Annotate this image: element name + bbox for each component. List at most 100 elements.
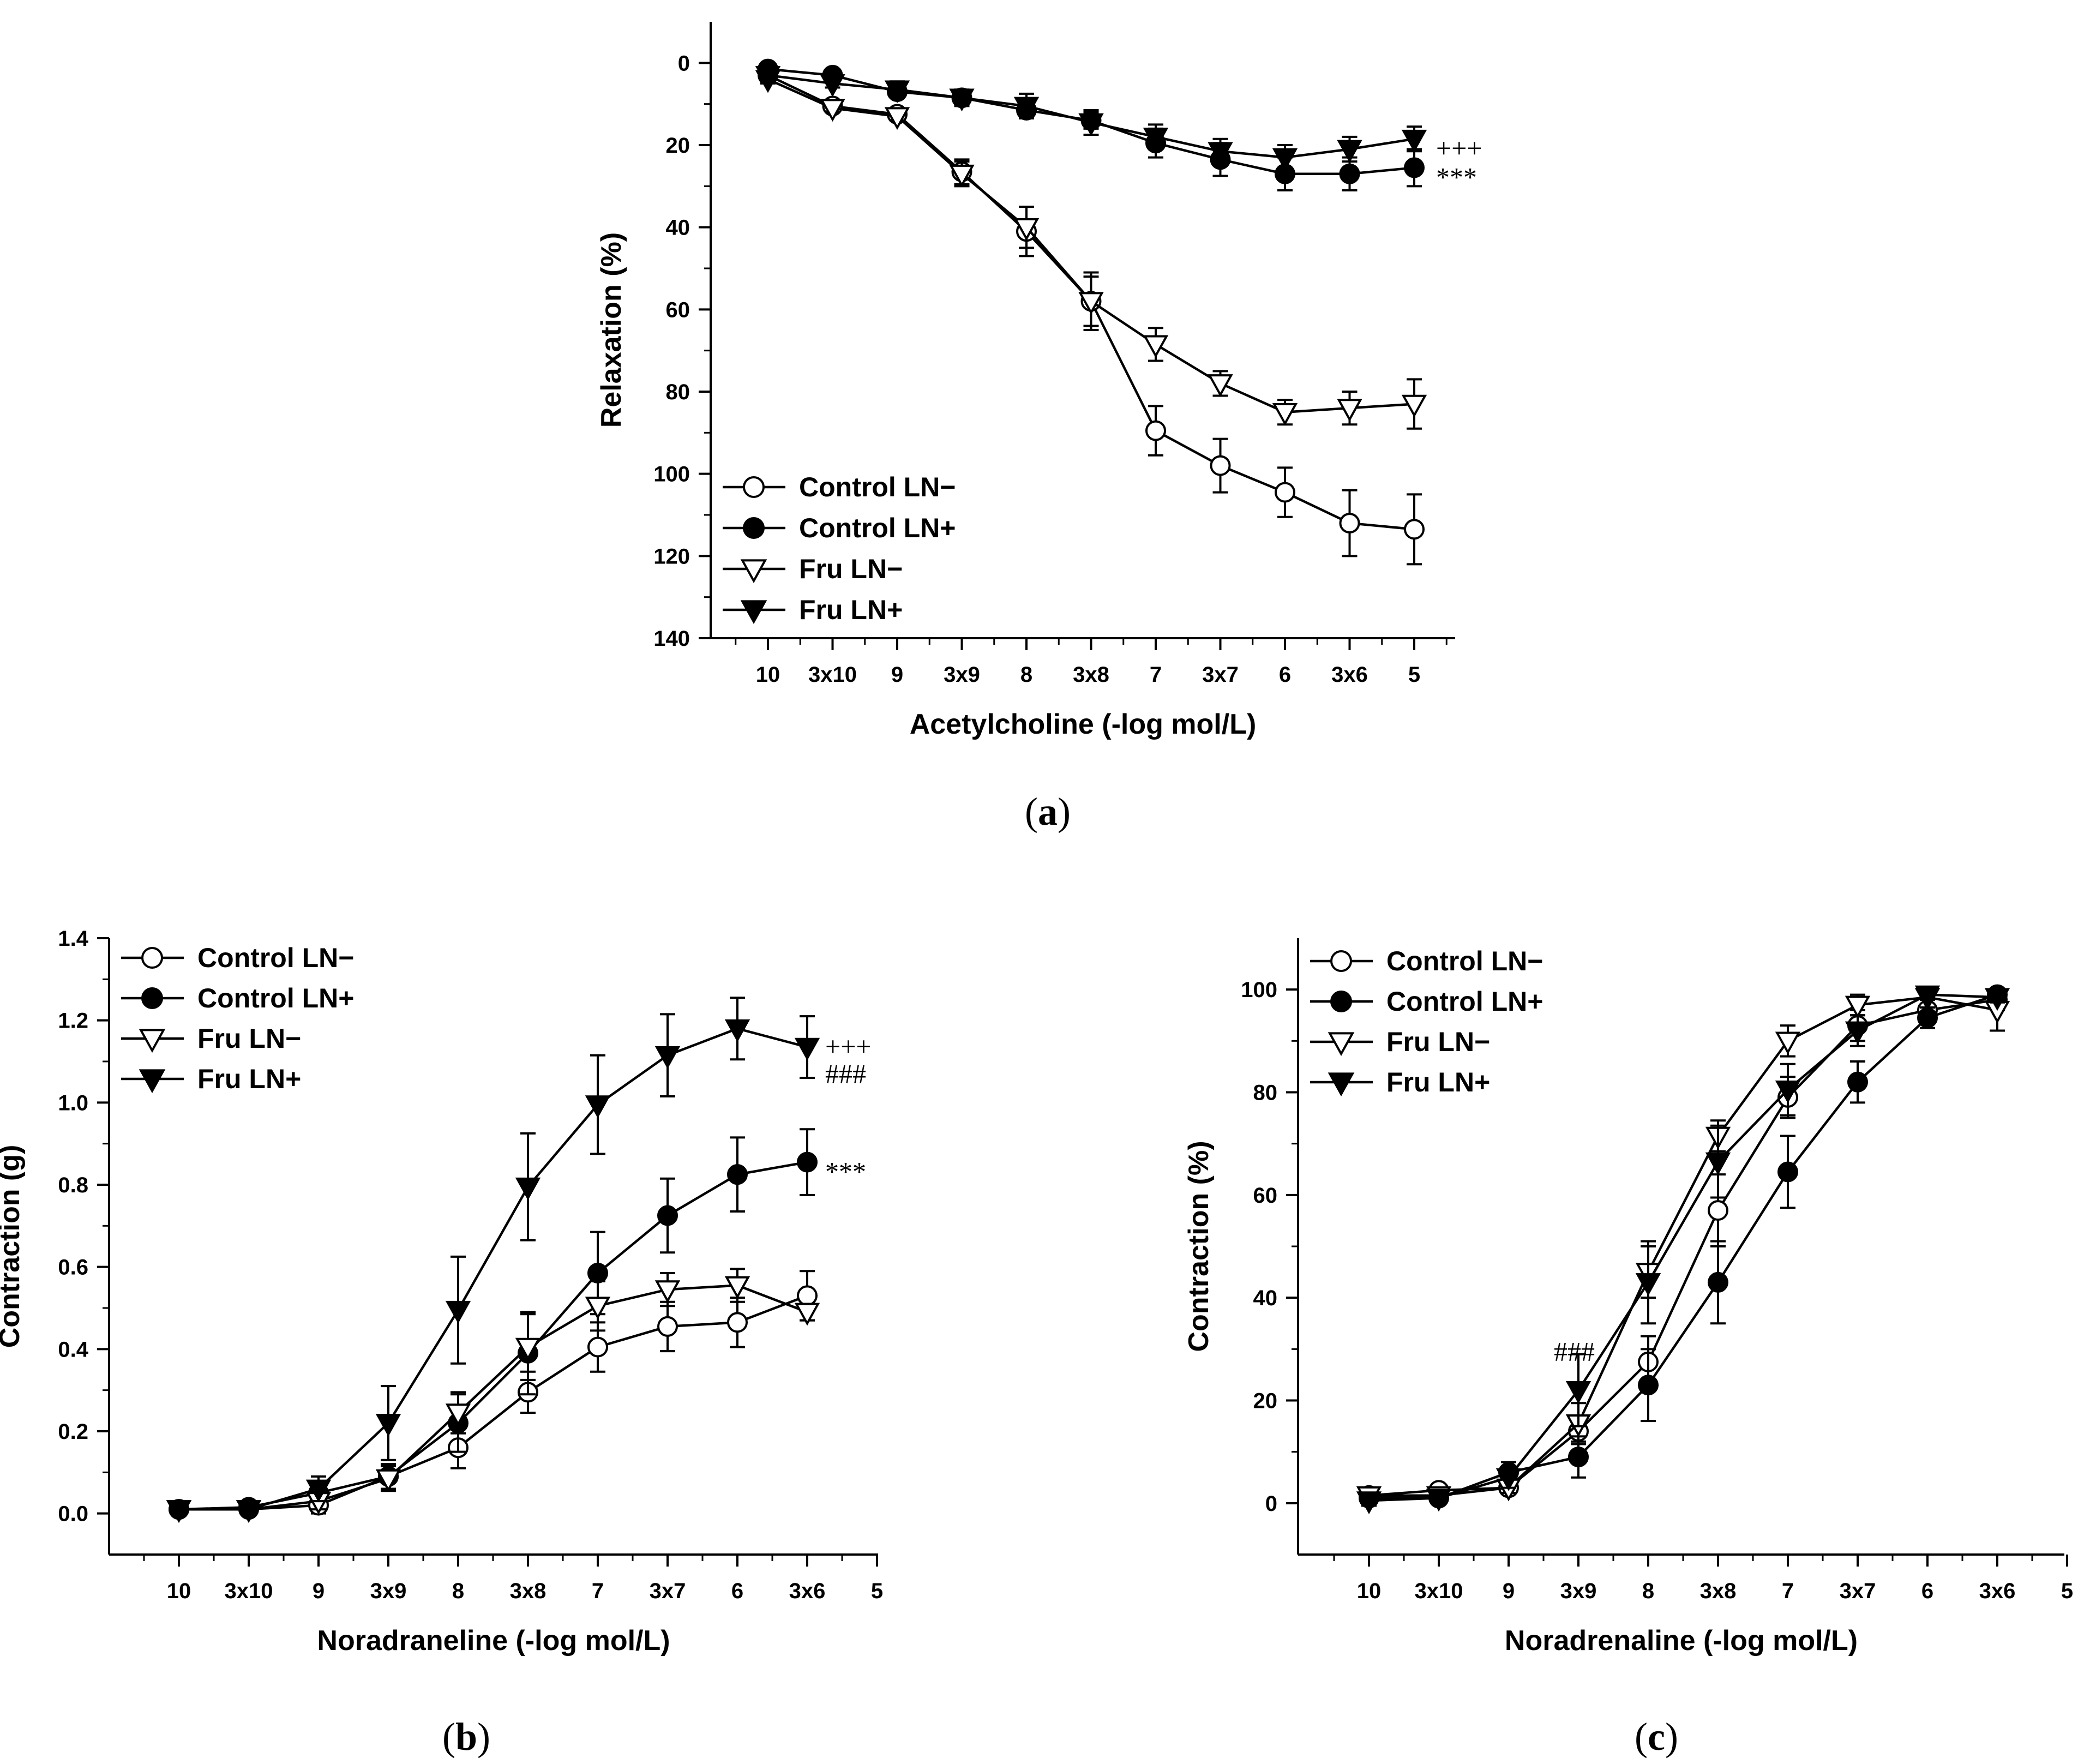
chart-b-fru-ln-point xyxy=(445,1403,471,1427)
chart-a-fru-ln-point xyxy=(1272,148,1298,171)
chart-c-control-ln-line xyxy=(1368,998,1998,1497)
chart-b-legend-label: Control LN− xyxy=(197,943,354,973)
chart-c-legend-marker xyxy=(1330,991,1352,1012)
chart-a-fru-ln-point xyxy=(949,88,975,112)
chart-c-x-tick-label: 9 xyxy=(1503,1579,1515,1603)
chart-b-control-ln-point xyxy=(727,1312,748,1333)
chart-b-control-ln-point xyxy=(797,1285,818,1306)
panel-caption-c: (c) xyxy=(1635,1715,1678,1759)
chart-a-fru-ln-point xyxy=(755,66,781,89)
chart-a-x-tick-label: 3x10 xyxy=(808,663,857,687)
chart-c-x-tick-label: 10 xyxy=(1357,1579,1382,1603)
chart-b-fru-ln-point xyxy=(585,1297,611,1320)
chart-c-fru-ln-point xyxy=(1775,1031,1801,1055)
chart-a-control-ln-point xyxy=(1339,163,1360,184)
chart-a-legend-label: Control LN− xyxy=(799,472,956,502)
panel-caption-b: (b) xyxy=(442,1715,490,1759)
chart-b-x-tick-label: 9 xyxy=(313,1579,325,1603)
chart-c-legend-label: Control LN+ xyxy=(1386,986,1543,1017)
chart-b-control-ln-line xyxy=(179,1294,808,1511)
chart-a-control-ln-point xyxy=(1404,157,1425,178)
chart-c-significance-annotation: ### xyxy=(1554,1336,1595,1367)
chart-c-x-tick-label: 3x6 xyxy=(1979,1579,2016,1603)
chart-b-x-tick-label: 5 xyxy=(871,1579,883,1603)
chart-c-x-tick-label: 3x7 xyxy=(1840,1579,1876,1603)
chart-c-fru-ln-point xyxy=(1356,1491,1382,1515)
chart-c-fru-ln-point xyxy=(1984,988,2010,1011)
chart-c-fru-ln-point xyxy=(1565,1381,1591,1404)
chart-c-fru-ln-point xyxy=(1496,1468,1522,1491)
chart-c-x-axis-title: Noradrenaline (-log mol/L) xyxy=(1505,1625,1858,1657)
chart-b-x-tick-label: 10 xyxy=(167,1579,191,1603)
chart-c-fru-ln-point xyxy=(1845,1021,1871,1045)
chart-c-legend-label: Fru LN+ xyxy=(1386,1067,1490,1097)
chart-b-control-ln-point xyxy=(657,1205,678,1226)
chart-a-x-tick-label: 6 xyxy=(1279,663,1291,687)
chart-a-fru-ln-point xyxy=(884,107,910,130)
chart-b-fru-ln-point xyxy=(724,1019,750,1042)
chart-c-fru-ln-point xyxy=(1635,1273,1661,1296)
chart-c-control-ln-point xyxy=(1568,1447,1589,1468)
chart-c-y-tick-label: 0 xyxy=(1265,1492,1277,1516)
chart-a-legend-label: Fru LN− xyxy=(799,554,903,584)
chart-c-x-tick-label: 8 xyxy=(1642,1579,1654,1603)
chart-b-fru-ln-line xyxy=(179,1284,808,1511)
chart-b-fru-ln-line xyxy=(179,1027,808,1511)
chart-a-legend-marker xyxy=(740,559,767,584)
chart-b-y-tick-label: 0.8 xyxy=(58,1173,88,1197)
chart-b-control-ln-point xyxy=(797,1151,818,1173)
chart-b-y-tick-label: 0.4 xyxy=(58,1337,88,1361)
chart-c-fru-ln-line xyxy=(1368,993,1998,1502)
chart-c-y-tick-label: 40 xyxy=(1253,1286,1278,1310)
chart-c-fru-ln-point xyxy=(1705,1152,1731,1175)
chart-c-x-tick-label: 7 xyxy=(1782,1579,1794,1603)
chart-a-control-ln-point xyxy=(1404,519,1425,540)
chart-panel-b: 0.0 0.2 0.4 0.6 0.8 1.0 1.2 1.4 10 3x10 9 3x9 8 3x8 7 3… xyxy=(0,927,883,1657)
chart-a-x-tick-label: 3x7 xyxy=(1202,663,1239,687)
chart-b-x-tick-label: 8 xyxy=(452,1579,464,1603)
chart-a-fru-ln-point xyxy=(1401,129,1427,153)
chart-a-fru-ln-point xyxy=(1337,399,1362,422)
chart-a-x-tick-label: 10 xyxy=(756,663,780,687)
chart-b-x-tick-label: 3x9 xyxy=(370,1579,407,1603)
chart-b-fru-ln-point xyxy=(166,1500,192,1523)
chart-a-fru-ln-point xyxy=(820,99,845,122)
chart-b-fru-ln-point xyxy=(724,1276,750,1299)
chart-b-y-tick-label: 1.4 xyxy=(58,927,88,951)
chart-a-y-tick-label: 120 xyxy=(653,544,690,568)
chart-b-legend-label: Fru LN+ xyxy=(197,1064,301,1094)
chart-c-y-tick-label: 100 xyxy=(1241,978,1277,1002)
chart-a-x-tick-label: 5 xyxy=(1408,663,1420,687)
chart-c-legend-marker xyxy=(1328,1032,1355,1057)
chart-a-fru-ln-point xyxy=(1208,374,1233,397)
chart-c-y-tick-label: 20 xyxy=(1253,1389,1278,1413)
chart-b-y-tick-label: 1.0 xyxy=(58,1091,88,1115)
chart-c-x-tick-label: 3x9 xyxy=(1560,1579,1597,1603)
chart-a-fru-ln-point xyxy=(1208,142,1233,165)
chart-a-fru-ln-point xyxy=(1078,292,1104,315)
chart-c-x-tick-label: 6 xyxy=(1921,1579,1933,1603)
chart-c-x-tick-label: 3x8 xyxy=(1700,1579,1737,1603)
chart-a-legend-marker xyxy=(740,600,767,625)
chart-b-fru-ln-point xyxy=(515,1337,541,1361)
chart-b-legend-marker xyxy=(139,1029,166,1053)
chart-b-fru-ln-point xyxy=(445,1300,471,1324)
chart-b-x-tick-label: 3x8 xyxy=(510,1579,546,1603)
chart-c-control-ln-point xyxy=(1708,1200,1728,1221)
chart-a-fru-ln-point xyxy=(1078,113,1104,136)
chart-b-fru-ln-point xyxy=(794,1303,820,1326)
chart-b-y-tick-label: 0.0 xyxy=(58,1502,88,1526)
chart-a-fru-ln-point xyxy=(1013,97,1040,120)
chart-b-fru-ln-point xyxy=(305,1479,332,1503)
chart-a-legend-label: Fru LN+ xyxy=(799,595,903,625)
chart-a-fru-ln-point xyxy=(1143,335,1169,358)
chart-a-y-tick-label: 0 xyxy=(678,51,690,75)
chart-a-y-tick-label: 140 xyxy=(653,627,690,651)
chart-b-fru-ln-point xyxy=(236,1500,262,1523)
chart-a-legend-label: Control LN+ xyxy=(799,513,956,543)
chart-b-fru-ln-point xyxy=(654,1280,681,1304)
chart-b-fru-ln-point xyxy=(375,1414,401,1437)
chart-c-fru-ln-point xyxy=(1845,995,1871,1019)
